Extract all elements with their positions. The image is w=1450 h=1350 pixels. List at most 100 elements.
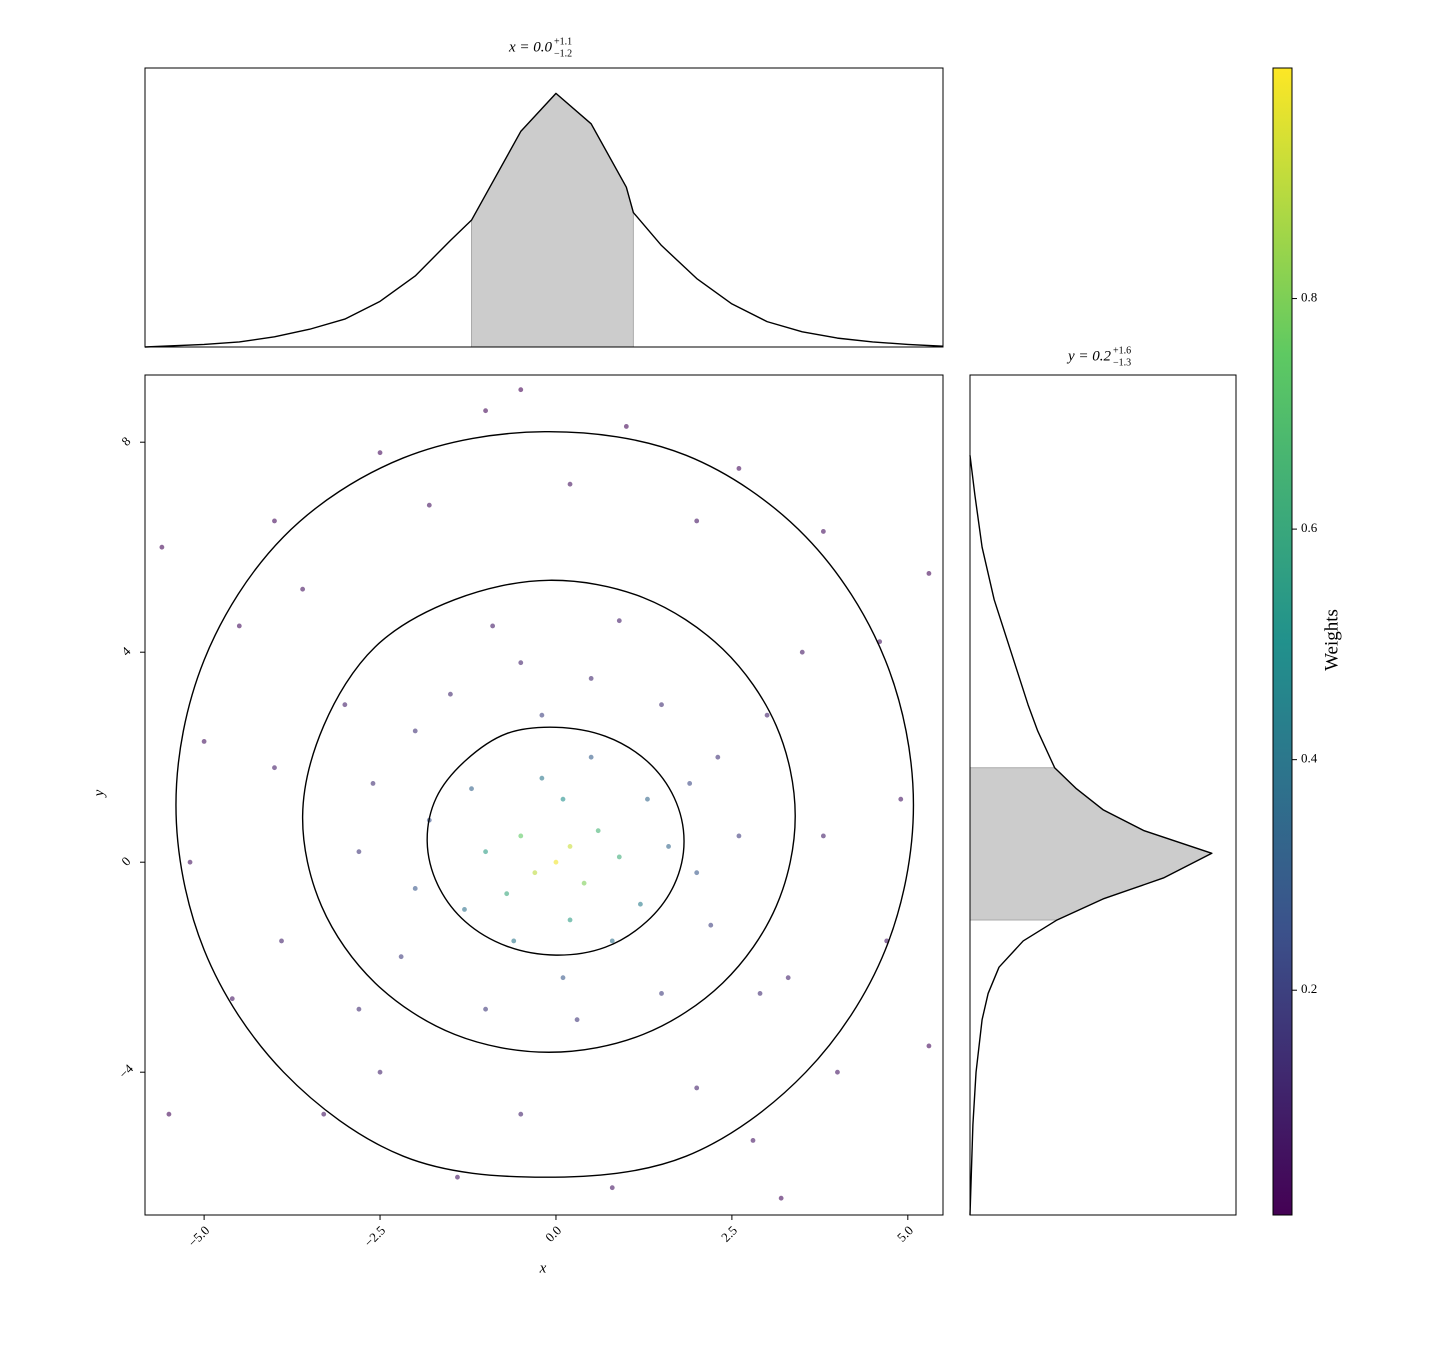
scatter-point (532, 870, 538, 876)
scatter-point (750, 1138, 756, 1143)
scatter-point (356, 849, 362, 855)
scatter-point (187, 859, 193, 865)
scatter-point (609, 938, 615, 944)
y-axis-label: y (91, 789, 107, 798)
contour (301, 579, 796, 1053)
scatter-point (694, 1085, 700, 1091)
scatter-point (483, 408, 488, 414)
scatter-point (820, 529, 826, 534)
scatter-point (694, 518, 700, 524)
scatter-point (715, 754, 721, 760)
scatter-point (448, 691, 453, 697)
scatter-point (398, 954, 404, 960)
x-axis-label: x (539, 1260, 547, 1276)
colorbar-tick-label: 0.4 (1301, 751, 1318, 766)
scatter-point (518, 1111, 524, 1117)
scatter-point (504, 891, 510, 897)
scatter-point (236, 623, 242, 629)
scatter-point (567, 844, 573, 849)
scatter-point (820, 833, 826, 839)
colorbar-label: Weights (1321, 609, 1342, 671)
scatter-point (581, 880, 587, 886)
title-upper: +1.6 (1113, 345, 1131, 356)
scatter-point (159, 544, 165, 550)
scatter-point (659, 991, 664, 996)
scatter-point (539, 712, 545, 718)
scatter-point (412, 728, 418, 734)
scatter-point (166, 1111, 172, 1117)
contour (175, 430, 915, 1178)
scatter-point (560, 975, 566, 981)
scatter-point (736, 466, 742, 471)
colorbar-tick-label: 0.2 (1301, 981, 1317, 996)
scatter-point (342, 702, 348, 708)
scatter-point (785, 975, 791, 981)
scatter-point (279, 938, 284, 944)
axes-frame (969, 374, 1237, 1216)
scatter-point (638, 901, 643, 907)
scatter-point (616, 618, 622, 624)
title-lower: −1.3 (1113, 357, 1131, 368)
scatter-point (511, 938, 517, 944)
scatter-point (778, 1195, 784, 1201)
scatter-point (377, 450, 383, 456)
plot-area (159, 387, 932, 1201)
scatter-point (666, 844, 671, 849)
scatter-point (588, 676, 594, 681)
panel-title: x = 0.0 (508, 39, 553, 55)
scatter-point (560, 796, 566, 802)
density-curve (969, 455, 1213, 1216)
scatter-point (201, 739, 207, 744)
scatter-point (490, 623, 496, 629)
scatter-point (462, 907, 467, 912)
scatter-point (539, 775, 545, 781)
scatter-point (926, 1043, 932, 1049)
scatter-point (708, 922, 714, 928)
scatter-point (694, 870, 700, 876)
scatter-point (757, 991, 763, 996)
scatter-point (356, 1006, 362, 1012)
colorbar (1272, 67, 1293, 1216)
scatter-point (469, 786, 474, 792)
contour (426, 726, 685, 956)
colorbar-tick-label: 0.6 (1301, 520, 1318, 535)
scatter-point (567, 481, 573, 487)
scatter-point (609, 1185, 615, 1191)
scatter-point (623, 424, 629, 429)
scatter-point (518, 660, 524, 666)
scatter-point (272, 518, 277, 524)
scatter-point (483, 1006, 488, 1012)
scatter-point (835, 1069, 840, 1075)
panel-title: y = 0.2 (1066, 348, 1112, 364)
scatter-point (518, 833, 524, 839)
scatter-point (645, 796, 650, 802)
scatter-point (483, 849, 488, 855)
scatter-point (799, 649, 805, 655)
scatter-point (736, 833, 742, 839)
scatter-point (926, 571, 932, 576)
scatter-point (455, 1174, 460, 1180)
scatter-point (426, 502, 432, 508)
colorbar-tick-label: 0.8 (1301, 290, 1317, 305)
scatter-point (687, 781, 693, 786)
density-curve (144, 92, 944, 348)
scatter-point (595, 828, 601, 834)
scatter-point (588, 754, 594, 760)
title-upper: +1.1 (554, 36, 572, 47)
scatter-point (764, 712, 770, 718)
scatter-point (412, 886, 418, 891)
axes-frame (144, 374, 944, 1216)
scatter-point (377, 1069, 383, 1075)
scatter-point (898, 796, 904, 802)
scatter-point (574, 1017, 580, 1023)
scatter-point (321, 1111, 327, 1117)
scatter-point (553, 859, 559, 865)
scatter-point (300, 586, 306, 592)
scatter-point (370, 781, 376, 786)
scatter-point (272, 765, 277, 771)
scatter-point (518, 387, 524, 393)
axes-frame (144, 67, 944, 348)
title-lower: −1.2 (554, 48, 572, 59)
